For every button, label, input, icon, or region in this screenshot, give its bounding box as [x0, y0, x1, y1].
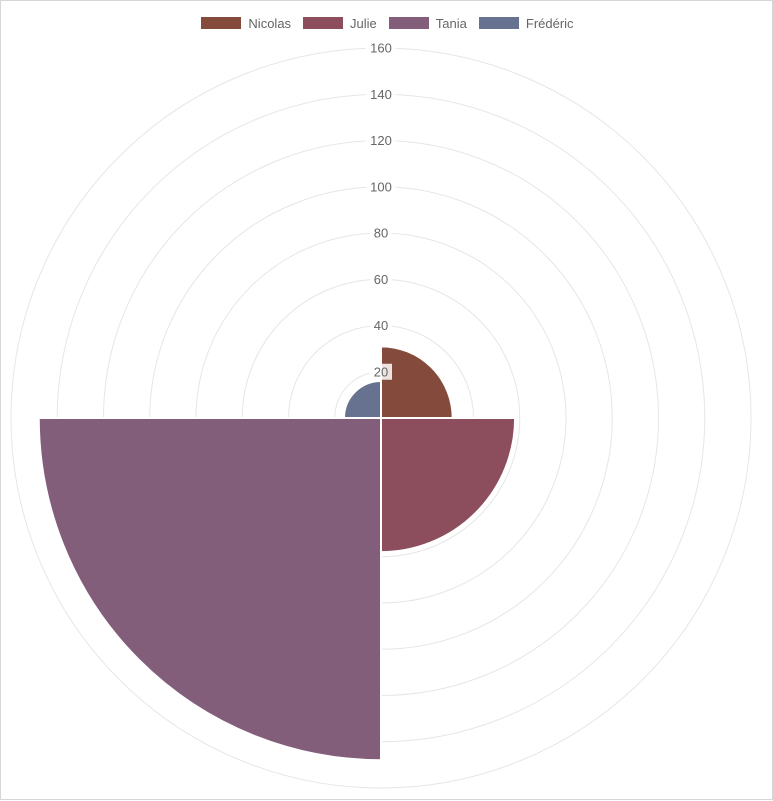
- legend: Nicolas Julie Tania Frédéric: [1, 13, 773, 33]
- chart-slices: [37, 345, 517, 762]
- tick-label-20: 20: [374, 364, 388, 379]
- tick-backdrop-120: [366, 132, 396, 149]
- legend-item-frederic[interactable]: Frédéric: [478, 15, 574, 31]
- legend-swatch-tania: [388, 17, 429, 29]
- tick-backdrop-80: [370, 225, 392, 241]
- legend-item-nicolas[interactable]: Nicolas: [201, 16, 291, 31]
- tick-label-60: 60: [374, 272, 388, 287]
- tick-label-40: 40: [374, 318, 388, 333]
- radial-tick-labels: 20 40 60 80 100 120 140 160: [366, 40, 396, 380]
- slice-frederic[interactable]: [342, 379, 382, 419]
- legend-label-frederic: Frédéric: [525, 15, 574, 31]
- tick-label-140: 140: [370, 87, 392, 102]
- legend-label-tania: Tania: [435, 15, 467, 31]
- tick-backdrop-140: [366, 86, 396, 103]
- tick-label-160: 160: [370, 41, 392, 56]
- tick-label-100: 100: [370, 179, 392, 194]
- tick-label-80: 80: [374, 226, 388, 241]
- tick-backdrop-40: [370, 317, 392, 334]
- legend-swatch-frederic: [478, 17, 519, 29]
- slice-tania[interactable]: [37, 417, 382, 762]
- legend-item-julie[interactable]: Julie: [303, 16, 377, 31]
- slice-julie[interactable]: [380, 417, 517, 554]
- slice-nicolas[interactable]: [380, 345, 454, 419]
- legend-swatch-nicolas: [201, 17, 242, 29]
- tick-backdrop-100: [366, 178, 396, 195]
- tick-backdrop-20: [370, 363, 392, 380]
- tick-label-120: 120: [370, 133, 392, 148]
- tick-backdrop-160: [366, 40, 396, 56]
- legend-swatch-julie: [303, 17, 344, 29]
- legend-label-julie: Julie: [350, 15, 377, 31]
- tick-backdrop-60: [370, 271, 392, 288]
- legend-label-nicolas: Nicolas: [248, 15, 292, 31]
- legend-item-tania[interactable]: Tania: [388, 15, 467, 31]
